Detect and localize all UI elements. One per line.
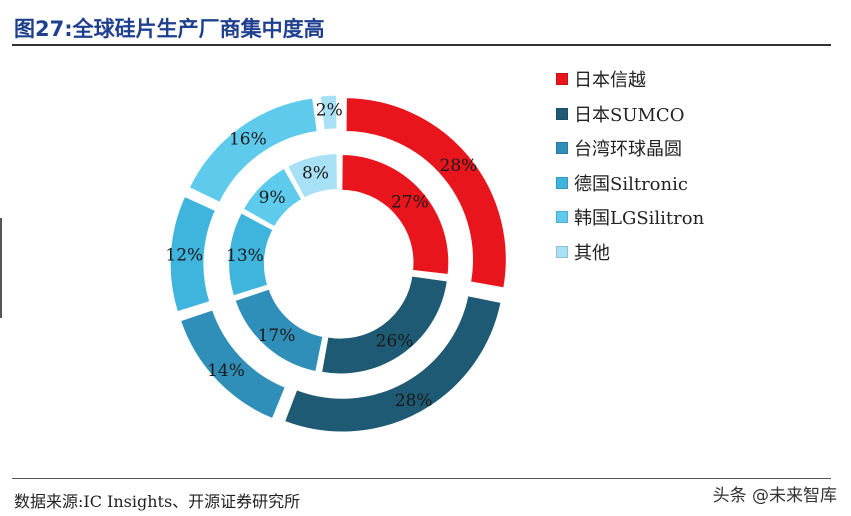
outer-segment-globalwafers <box>179 309 287 420</box>
legend-item-other: 其他 <box>556 235 704 270</box>
legend-item-globalwafers: 台湾环球晶圆 <box>556 131 704 166</box>
legend: 日本信越 日本SUMCO 台湾环球晶圆 德国Siltronic 韩国LGSili… <box>556 62 704 269</box>
legend-label-shinetsu: 日本信越 <box>574 70 646 92</box>
outer-ring <box>169 94 507 433</box>
inner-label-shinetsu: 27% <box>391 193 429 213</box>
legend-label-globalwafers: 台湾环球晶圆 <box>574 139 682 161</box>
inner-ring <box>227 152 450 375</box>
left-edge-mark <box>0 218 2 318</box>
outer-segment-shinetsu <box>345 96 507 289</box>
outer-segment-sumco <box>283 294 502 433</box>
title-divider <box>12 44 831 46</box>
inner-label-globalwafers: 17% <box>258 326 296 346</box>
outer-segment-lgsiltron <box>188 97 318 204</box>
legend-label-other: 其他 <box>574 242 610 264</box>
watermark: 头条 @未来智库 <box>712 486 837 506</box>
outer-label-globalwafers: 14% <box>207 361 245 381</box>
inner-label-siltronic: 13% <box>226 246 264 266</box>
legend-label-sumco: 日本SUMCO <box>574 104 685 126</box>
legend-label-siltronic: 德国Siltronic <box>574 173 688 195</box>
legend-item-siltronic: 德国Siltronic <box>556 166 704 201</box>
legend-item-shinetsu: 日本信越 <box>556 62 704 97</box>
inner-segment-globalwafers <box>234 288 324 373</box>
legend-item-sumco: 日本SUMCO <box>556 97 704 132</box>
outer-segment-other <box>319 94 338 131</box>
legend-swatch-shinetsu <box>556 73 568 86</box>
outer-label-shinetsu: 28% <box>440 156 478 176</box>
inner-segment-lgsiltron <box>242 167 303 228</box>
legend-label-lgsiltron: 韩国LGSilitron <box>574 208 705 230</box>
legend-item-lgsiltron: 韩国LGSilitron <box>556 200 704 235</box>
inner-label-sumco: 26% <box>376 331 414 351</box>
inner-label-other: 8% <box>302 163 329 183</box>
inner-segment-sumco <box>320 275 449 375</box>
legend-swatch-lgsiltron <box>556 211 568 224</box>
outer-label-lgsiltron: 16% <box>229 130 267 150</box>
outer-label-sumco: 28% <box>395 391 433 411</box>
footer-divider <box>12 478 831 479</box>
chart-title: 图27:全球硅片生产厂商集中度高 <box>14 17 325 41</box>
legend-swatch-siltronic <box>556 176 568 189</box>
legend-swatch-sumco <box>556 107 568 120</box>
source-note: 数据来源:IC Insights、开源证券研究所 <box>14 492 301 511</box>
outer-label-siltronic: 12% <box>165 245 203 265</box>
inner-label-lgsiltron: 9% <box>259 188 286 208</box>
outer-segment-siltronic <box>169 195 217 313</box>
inner-segment-siltronic <box>227 212 274 297</box>
outer-label-other: 2% <box>316 100 343 120</box>
legend-swatch-globalwafers <box>556 142 568 155</box>
legend-swatch-other <box>556 245 568 258</box>
inner-segment-other <box>286 152 339 199</box>
inner-segment-shinetsu <box>341 153 450 276</box>
data-labels: 28% 28% 14% 12% 16% 2% 27% 26% 17% 13% 9% 8% <box>165 100 477 411</box>
